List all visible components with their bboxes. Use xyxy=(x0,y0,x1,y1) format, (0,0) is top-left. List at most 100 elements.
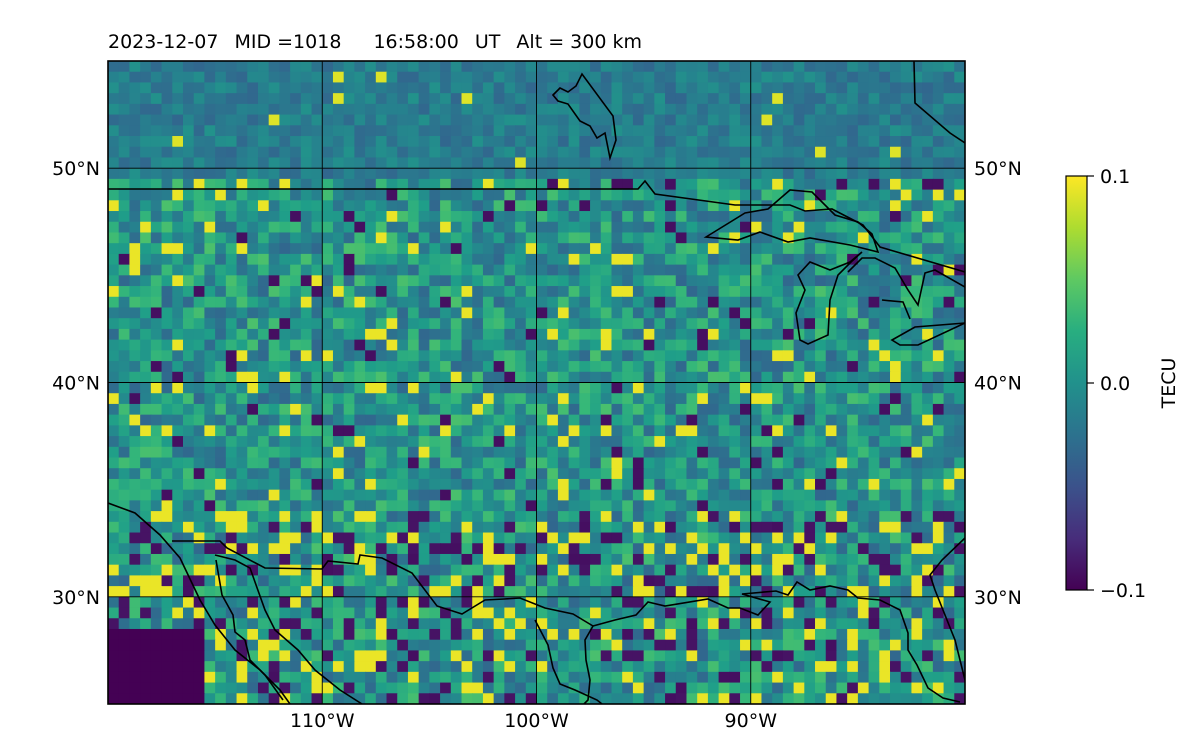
tec-cell xyxy=(729,157,741,169)
tec-cell xyxy=(504,586,516,598)
tec-cell xyxy=(579,146,591,159)
tec-cell xyxy=(150,414,163,426)
tec-cell xyxy=(568,596,580,609)
tec-cell xyxy=(847,71,859,84)
tec-cell xyxy=(354,489,366,501)
tec-cell xyxy=(161,136,173,148)
tec-cell xyxy=(118,318,131,330)
tec-cell xyxy=(622,146,634,159)
tec-cell xyxy=(654,371,666,384)
tec-cell xyxy=(172,671,184,684)
tec-cell xyxy=(182,82,195,94)
tec-cell xyxy=(579,200,591,212)
tec-cell xyxy=(150,521,163,534)
tec-cell xyxy=(922,521,934,534)
tec-cell xyxy=(365,639,377,652)
tec-cell xyxy=(215,61,227,73)
tec-cell xyxy=(836,543,848,555)
tec-cell xyxy=(204,436,216,448)
tec-cell xyxy=(750,661,763,673)
tec-cell xyxy=(118,243,131,255)
tec-cell xyxy=(611,307,623,319)
tec-cell xyxy=(675,682,688,694)
tec-cell xyxy=(793,232,805,244)
tec-cell xyxy=(825,275,838,287)
tec-cell xyxy=(804,489,816,501)
tec-cell xyxy=(600,661,613,673)
tec-cell xyxy=(761,243,773,255)
tec-cell xyxy=(729,339,741,351)
tec-cell xyxy=(825,414,838,426)
tec-cell xyxy=(268,639,280,652)
tec-cell xyxy=(365,168,377,180)
tec-cell xyxy=(900,618,913,630)
tec-cell xyxy=(440,414,452,426)
tec-cell xyxy=(868,521,880,534)
tec-cell xyxy=(686,328,698,341)
tec-cell xyxy=(493,264,505,276)
tec-cell xyxy=(150,618,163,630)
tec-cell xyxy=(772,478,784,491)
tec-cell xyxy=(525,628,538,641)
tec-cell xyxy=(547,361,559,373)
tec-cell xyxy=(750,671,763,684)
tec-cell xyxy=(611,296,623,309)
tec-cell xyxy=(365,361,377,373)
tec-cell xyxy=(108,125,120,137)
tec-cell xyxy=(365,596,377,609)
tec-cell xyxy=(943,543,955,555)
tec-cell xyxy=(375,243,388,255)
tec-cell xyxy=(900,253,913,266)
tec-cell xyxy=(772,500,784,512)
tec-cell xyxy=(225,168,238,180)
tec-cell xyxy=(665,553,677,566)
tec-cell xyxy=(204,71,216,84)
tec-cell xyxy=(825,553,838,566)
tec-cell xyxy=(750,93,763,105)
title-date: 2023-12-07 xyxy=(108,31,218,53)
tec-cell xyxy=(236,232,248,244)
tec-cell xyxy=(504,178,516,191)
tec-cell xyxy=(932,628,945,641)
tec-cell xyxy=(150,146,163,159)
tec-cell xyxy=(611,243,623,255)
tec-cell xyxy=(354,253,366,266)
tec-cell xyxy=(140,339,152,351)
tec-cell xyxy=(890,436,902,448)
tec-cell xyxy=(568,339,580,351)
tec-cell xyxy=(397,425,409,437)
tec-cell xyxy=(354,436,366,448)
tec-cell xyxy=(268,543,280,555)
tec-cell xyxy=(225,103,238,116)
tec-cell xyxy=(718,264,730,276)
tec-cell xyxy=(257,393,270,405)
tec-cell xyxy=(868,146,880,159)
tec-cell xyxy=(493,136,505,148)
tec-cell xyxy=(450,82,463,94)
tec-cell xyxy=(193,446,206,459)
tec-cell xyxy=(557,596,570,609)
tec-cell xyxy=(161,200,173,212)
tec-cell xyxy=(386,446,398,459)
tec-cell xyxy=(825,436,838,448)
tec-cell xyxy=(236,393,248,405)
tec-cell xyxy=(718,103,730,116)
tec-cell xyxy=(718,286,730,298)
tec-cell xyxy=(247,136,259,148)
tec-cell xyxy=(954,553,965,566)
tec-cell xyxy=(397,553,409,566)
tec-cell xyxy=(172,500,184,512)
tec-cell xyxy=(697,671,709,684)
tec-cell xyxy=(515,264,527,276)
tec-cell xyxy=(729,575,741,587)
tec-cell xyxy=(461,403,473,416)
tec-cell xyxy=(900,103,913,116)
tec-cell xyxy=(922,114,934,126)
tec-cell xyxy=(611,403,623,416)
tec-cell xyxy=(515,457,527,469)
tec-cell xyxy=(718,532,730,544)
tec-cell xyxy=(718,425,730,437)
tec-cell xyxy=(161,168,173,180)
tec-cell xyxy=(354,103,366,116)
tec-cell xyxy=(225,157,238,169)
